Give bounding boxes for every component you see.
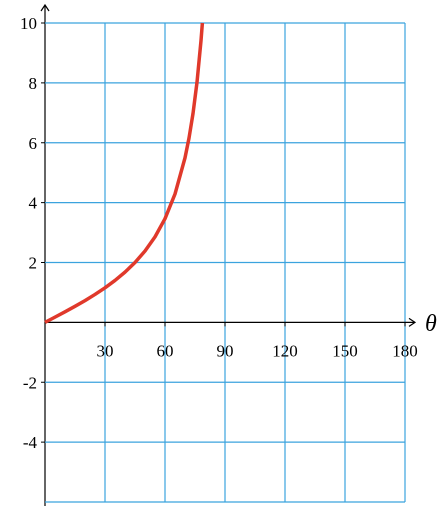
data-line [44, 22, 205, 324]
y-axis-arrow [40, 3, 50, 12]
x-tick-label: 30 [97, 341, 114, 360]
x-tick-label: 120 [272, 341, 298, 360]
x-tick-label: 60 [157, 341, 174, 360]
x-tick-label: 150 [332, 341, 358, 360]
y-tick-label: 8 [29, 74, 38, 93]
y-tick-label: 10 [20, 14, 37, 33]
x-axis-arrow [408, 317, 417, 327]
y-tick-label: 2 [29, 254, 38, 273]
y-tick-label: 4 [29, 194, 38, 213]
x-tick-label: 180 [392, 341, 418, 360]
x-tick-label: 90 [217, 341, 234, 360]
y-tick-label: 6 [29, 134, 38, 153]
x-axis-label: θ [425, 311, 437, 337]
y-tick-label: -4 [23, 433, 38, 452]
y-tick-label: -2 [23, 373, 37, 392]
